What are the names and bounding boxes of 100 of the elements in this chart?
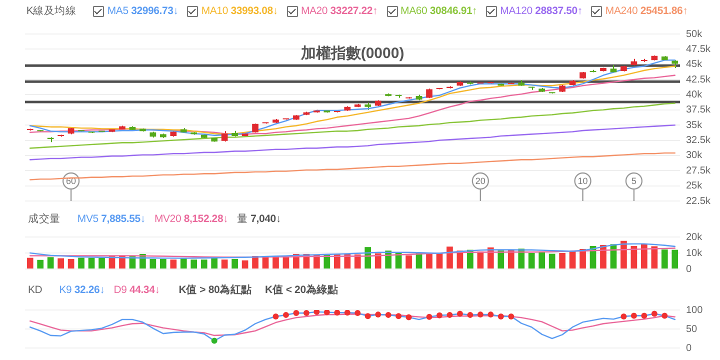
text: 量 7,040↓ xyxy=(237,213,281,225)
y-tick-label: 0 xyxy=(686,342,692,354)
candlestick xyxy=(221,130,228,142)
bar xyxy=(620,240,627,268)
point xyxy=(354,310,361,316)
candlestick xyxy=(242,134,248,136)
point xyxy=(498,313,504,320)
point xyxy=(641,312,648,319)
text: MA10 33993.08↓ xyxy=(201,5,278,17)
annotation: 20 xyxy=(475,176,486,186)
legend-title: KD xyxy=(28,284,42,296)
point xyxy=(477,312,484,318)
bar xyxy=(528,253,535,268)
point xyxy=(630,312,637,319)
point xyxy=(364,313,371,320)
bar xyxy=(548,254,556,268)
bar xyxy=(641,244,648,268)
text: K值 > 80為紅點 xyxy=(178,282,252,296)
point xyxy=(344,310,350,316)
bar xyxy=(651,246,658,268)
bar xyxy=(406,255,412,268)
point xyxy=(385,312,392,318)
bar xyxy=(374,253,382,268)
bar xyxy=(160,258,166,268)
point xyxy=(303,310,310,316)
bar xyxy=(600,245,606,268)
point xyxy=(436,312,442,318)
bar xyxy=(446,246,453,268)
bar xyxy=(426,253,432,268)
text: MA240 25451.86↑ xyxy=(605,5,688,17)
bar xyxy=(170,260,177,268)
y-tick-label: 0 xyxy=(686,264,692,275)
y-tick-label: 30k xyxy=(686,150,704,162)
bar xyxy=(272,256,279,268)
bar xyxy=(150,258,156,268)
y-tick-label: 10k xyxy=(686,248,704,259)
point xyxy=(375,312,382,318)
bar xyxy=(37,260,44,268)
bar xyxy=(538,252,546,268)
text: MA5 32996.73↓ xyxy=(107,5,178,17)
point xyxy=(282,312,289,318)
point xyxy=(426,314,432,320)
bar xyxy=(242,260,248,268)
text: MA120 28837.50↑ xyxy=(500,5,582,17)
text: K值 < 20為綠點 xyxy=(265,282,338,296)
bar xyxy=(47,257,54,268)
bar xyxy=(58,258,64,268)
bar xyxy=(88,258,95,268)
point xyxy=(488,312,494,318)
y-tick-label: 20k xyxy=(686,232,704,243)
point xyxy=(620,313,627,320)
bar xyxy=(580,249,586,268)
bar xyxy=(98,258,105,268)
point xyxy=(334,310,340,316)
bar xyxy=(180,258,187,268)
bar xyxy=(68,258,74,268)
y-tick-label: 35k xyxy=(686,120,704,131)
bar xyxy=(559,253,566,268)
text: MV5 7,885.55↓ xyxy=(77,213,146,225)
y-tick-label: 40k xyxy=(686,89,704,100)
bar xyxy=(232,258,238,268)
point xyxy=(467,312,474,318)
legend-title: K線及均線 xyxy=(26,4,76,18)
bar xyxy=(190,260,198,268)
point xyxy=(272,313,279,320)
text: MA20 33227.22↑ xyxy=(300,5,378,17)
bar xyxy=(252,256,258,268)
bar xyxy=(508,250,514,268)
point xyxy=(314,310,320,315)
y-tick-label: 47.5k xyxy=(686,44,712,55)
point xyxy=(293,310,300,316)
point xyxy=(211,338,218,344)
y-tick-label: 27.5k xyxy=(686,165,712,176)
y-tick-label: 22.5k xyxy=(686,196,712,207)
y-tick-label: 37.5k xyxy=(686,104,712,116)
text: 加權指數(0000) xyxy=(300,45,404,62)
y-tick-label: 100 xyxy=(686,304,704,316)
y-tick-label: 42.5k xyxy=(686,74,712,86)
point xyxy=(508,313,514,320)
text: D9 44.34↓ xyxy=(114,284,160,296)
text: MV20 8,152.28↓ xyxy=(154,213,228,225)
point xyxy=(324,310,330,316)
bar xyxy=(221,260,228,268)
bar xyxy=(672,250,678,268)
bar xyxy=(518,248,525,268)
bar xyxy=(661,249,668,268)
bar xyxy=(498,250,504,268)
y-tick-label: 32.5k xyxy=(686,135,712,146)
bar xyxy=(26,258,34,268)
annotation: 5 xyxy=(631,176,636,186)
text: K9 32.26↓ xyxy=(59,284,105,296)
point xyxy=(651,310,658,317)
point xyxy=(396,313,402,320)
bar xyxy=(78,258,84,268)
y-tick-label: 50 xyxy=(686,324,698,335)
annotation: 10 xyxy=(578,176,588,186)
point xyxy=(662,312,668,319)
point xyxy=(456,310,463,317)
legend-title: 成交量 xyxy=(28,212,60,226)
point xyxy=(406,314,412,320)
